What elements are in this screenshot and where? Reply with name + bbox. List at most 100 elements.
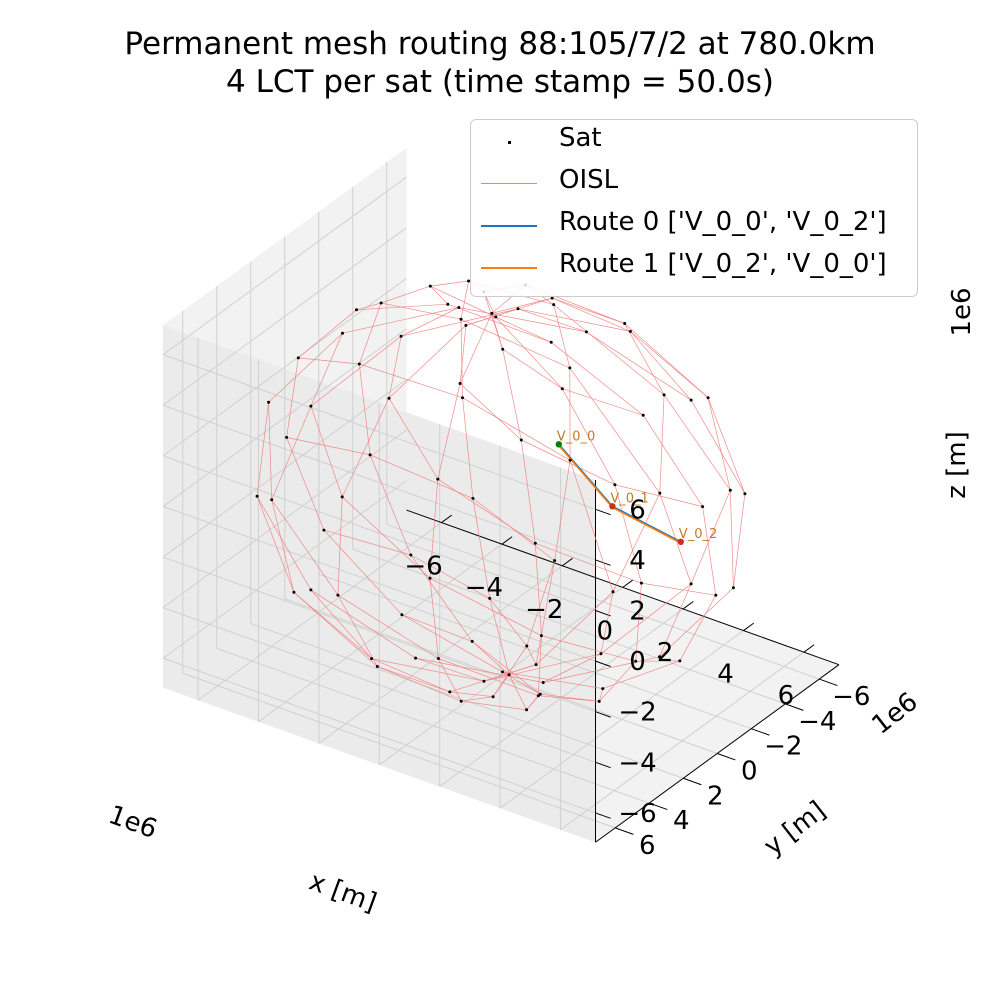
- oisl-link: [517, 308, 631, 332]
- satellite-point: [534, 663, 538, 667]
- oisl-link: [359, 363, 463, 399]
- satellite-point: [536, 694, 540, 698]
- oisl-link: [489, 598, 510, 675]
- satellite-point: [501, 670, 504, 674]
- oisl-link: [271, 499, 295, 593]
- gridline-y: [216, 647, 650, 804]
- oisl-link: [358, 363, 371, 455]
- oisl-link: [323, 529, 403, 615]
- oisl-link: [437, 478, 536, 544]
- oisl-link: [550, 342, 644, 416]
- oisl-link: [569, 460, 614, 592]
- y-tick-mark: [649, 802, 668, 811]
- oisl-link: [401, 308, 519, 337]
- oisl-link: [356, 302, 382, 311]
- oisl-link: [377, 666, 462, 702]
- oisl-link: [521, 439, 616, 486]
- oisl-link: [492, 645, 528, 697]
- oisl-link: [465, 308, 519, 326]
- oisl-link: [429, 577, 542, 636]
- gridline-z: [162, 277, 407, 457]
- satellite-point: [482, 679, 486, 683]
- oisl-link: [641, 582, 716, 596]
- satellite-point: [270, 498, 274, 502]
- y-tick-mark: [683, 777, 702, 786]
- oisl-link: [729, 490, 734, 588]
- x-tick-label: 6: [778, 681, 795, 711]
- oisl-link: [538, 695, 600, 702]
- oisl-link: [630, 331, 692, 401]
- oisl-link: [495, 316, 552, 343]
- oisl-links: [256, 280, 746, 711]
- oisl-link: [679, 595, 717, 662]
- satellite-point: [611, 590, 615, 594]
- oisl-link: [293, 592, 372, 659]
- oisl-link: [663, 394, 731, 491]
- satellite-point: [623, 322, 627, 325]
- satellite-point: [658, 491, 662, 495]
- oisl-link: [460, 319, 463, 398]
- y-tick-label: −6: [832, 682, 870, 712]
- z-offset-label: 1e6: [947, 287, 977, 336]
- satellite-point: [728, 488, 732, 492]
- chart-subtitle: 4 LCT per sat (time stamp = 50.0s): [226, 64, 774, 100]
- gridline-z: [162, 176, 407, 356]
- x-tick-label: −2: [525, 595, 563, 625]
- gridline-z: [162, 455, 596, 611]
- gridline-y: [250, 623, 684, 779]
- satellite-point: [568, 366, 572, 370]
- oisl-link: [447, 303, 552, 343]
- oisl-link: [342, 307, 459, 334]
- x-tick-mark: [803, 644, 815, 653]
- z-tick-label: 4: [629, 546, 646, 576]
- z-tick-mark: [595, 761, 611, 769]
- satellite-point: [584, 330, 588, 334]
- legend: Sat OISL Route 0 ['V_0_0', 'V_0_2'] Rout…: [470, 119, 918, 297]
- satellite-point: [340, 495, 344, 499]
- oisl-link: [388, 336, 402, 399]
- route-node-v-0-1: [609, 503, 616, 510]
- oisl-link: [543, 653, 602, 683]
- oisl-link: [598, 688, 604, 702]
- oisl-link: [369, 454, 412, 556]
- satellite-point: [470, 639, 474, 643]
- oisl-link: [600, 591, 614, 654]
- oisl-link: [535, 591, 614, 665]
- satellite-point: [701, 505, 705, 509]
- satellite-point: [634, 659, 638, 663]
- gridline-z: [162, 227, 407, 406]
- oisl-link: [553, 304, 571, 368]
- z-tick-mark: [595, 660, 611, 667]
- oisl-link: [624, 323, 665, 396]
- oisl-link: [310, 589, 416, 659]
- oisl-link: [415, 657, 485, 682]
- y-tick-label: 6: [639, 831, 656, 861]
- gridline-z: [162, 354, 596, 510]
- oisl-link: [381, 302, 462, 320]
- satellite-point: [516, 307, 520, 311]
- oisl-link: [400, 307, 459, 337]
- oisl-link: [534, 543, 542, 636]
- oisl-link: [561, 388, 616, 485]
- oisl-link: [471, 641, 510, 675]
- oisl-link: [268, 402, 273, 500]
- oisl-link: [310, 335, 402, 407]
- satellite-point: [549, 340, 553, 344]
- satellite-point: [309, 404, 313, 408]
- oisl-link: [415, 657, 544, 683]
- satellite-point: [400, 613, 404, 617]
- oisl-link: [460, 318, 570, 369]
- oisl-link: [659, 583, 692, 657]
- oisl-link: [256, 402, 269, 497]
- oisl-link: [537, 635, 542, 696]
- z-tick-mark: [595, 711, 611, 718]
- legend-label-route-1: Route 1 ['V_0_2', 'V_0_0']: [559, 249, 887, 279]
- oisl-link: [371, 658, 450, 693]
- oisl-link: [429, 578, 439, 659]
- satellite-point: [488, 596, 492, 600]
- satellite-point: [461, 396, 464, 400]
- satellite-point: [448, 690, 452, 694]
- z-tick-mark: [595, 610, 611, 617]
- y-tick-label: 2: [707, 781, 724, 811]
- oisl-link: [491, 297, 553, 314]
